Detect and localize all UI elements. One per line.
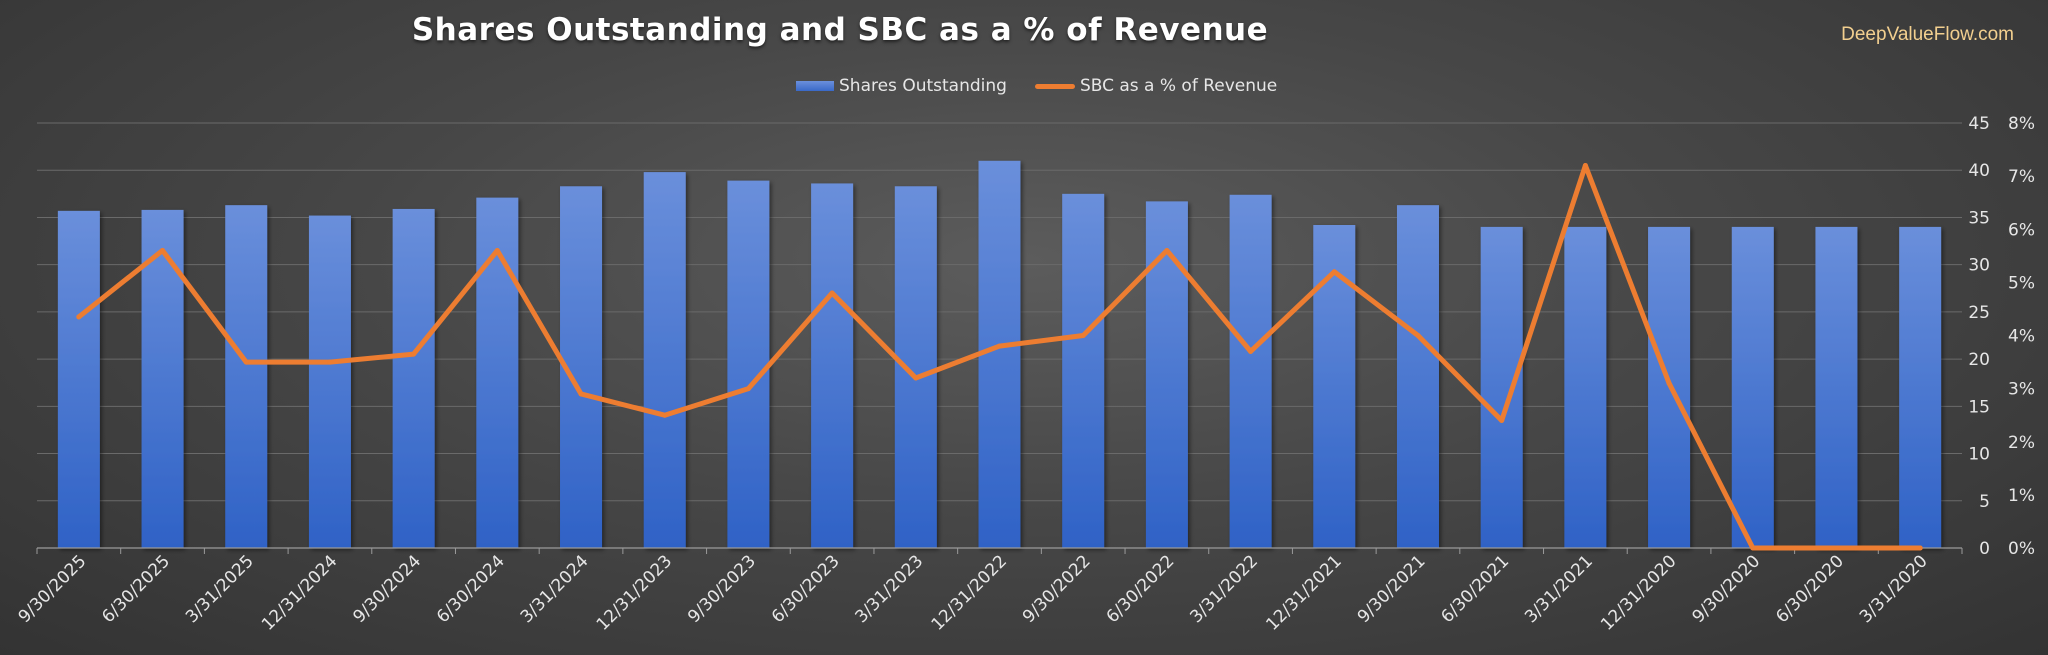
y-left-tick-label: 10 <box>1968 445 1990 465</box>
y-right-tick-label: 1% <box>2008 486 2035 506</box>
legend-item-sbc: SBC as a % of Revenue <box>1034 76 1278 96</box>
point-sbc-pct-revenue <box>1666 380 1672 386</box>
x-tick-label: 3/31/2021 <box>1521 551 1597 627</box>
bar-shares-outstanding <box>308 215 351 549</box>
y-left-tick-label: 15 <box>1968 397 1990 417</box>
bar-shares-outstanding <box>1564 226 1607 548</box>
y-right-tick-label: 3% <box>2008 380 2035 400</box>
bar-shares-outstanding <box>1313 225 1356 548</box>
y-right-tick-label: 2% <box>2008 433 2035 453</box>
x-tick-label: 12/31/2024 <box>258 551 341 634</box>
legend-swatch-shares <box>796 81 834 91</box>
x-tick-label: 12/31/2022 <box>928 551 1011 634</box>
legend-label-shares: Shares Outstanding <box>839 76 1007 96</box>
y-left-tick-label: 40 <box>1968 161 1990 181</box>
x-tick-label: 12/31/2020 <box>1597 551 1680 634</box>
x-tick-label: 9/30/2023 <box>684 551 760 627</box>
point-sbc-pct-revenue <box>1164 248 1170 253</box>
bar-shares-outstanding <box>1396 205 1439 548</box>
bar-shares-outstanding <box>727 180 770 548</box>
y-left-tick-label: 45 <box>1968 114 1990 134</box>
y-left-tick-label: 20 <box>1968 350 1990 370</box>
y-right-tick-label: 0% <box>2008 539 2035 559</box>
x-tick-label: 9/30/2025 <box>15 551 91 627</box>
point-sbc-pct-revenue <box>997 343 1002 349</box>
x-tick-label: 3/31/2023 <box>852 551 928 627</box>
point-sbc-pct-revenue <box>494 248 500 253</box>
y-right-tick-label: 6% <box>2008 220 2035 240</box>
bar-shares-outstanding <box>476 197 519 548</box>
x-tick-label: 6/30/2021 <box>1437 551 1513 627</box>
watermark: DeepValueFlow.com <box>1841 24 2014 45</box>
x-tick-label: 6/30/2025 <box>98 551 174 627</box>
bar-shares-outstanding <box>1229 194 1272 548</box>
y-right-tick-label: 5% <box>2008 273 2035 293</box>
bar-shares-outstanding <box>57 210 100 549</box>
x-tick-label: 9/30/2021 <box>1354 551 1430 627</box>
legend-label-sbc: SBC as a % of Revenue <box>1079 76 1278 96</box>
point-sbc-pct-revenue <box>243 359 249 365</box>
bar-shares-outstanding <box>978 160 1021 548</box>
x-tick-label: 6/30/2022 <box>1103 551 1179 627</box>
y-left-tick-label: 0 <box>1979 539 1990 559</box>
y-right-tick-label: 7% <box>2008 167 2035 187</box>
point-sbc-pct-revenue <box>1080 333 1086 338</box>
x-tick-label: 9/30/2022 <box>1019 551 1095 627</box>
bar-shares-outstanding <box>894 186 937 548</box>
point-sbc-pct-revenue <box>160 248 166 253</box>
x-tick-label: 6/30/2020 <box>1772 551 1848 627</box>
bar-shares-outstanding <box>1145 201 1188 548</box>
legend-swatch-sbc <box>1034 83 1075 89</box>
point-sbc-pct-revenue <box>1750 545 1756 551</box>
chart-title: Shares Outstanding and SBC as a % of Rev… <box>411 12 1269 48</box>
point-sbc-pct-revenue <box>1917 545 1923 551</box>
legend: Shares Outstanding SBC as a % of Revenue <box>796 74 1305 98</box>
x-tick-label: 9/30/2020 <box>1689 551 1765 627</box>
x-tick-label: 3/31/2024 <box>517 551 593 627</box>
y-left-tick-label: 5 <box>1979 492 1990 512</box>
point-sbc-pct-revenue <box>1499 418 1505 423</box>
point-sbc-pct-revenue <box>1833 545 1839 551</box>
point-sbc-pct-revenue <box>1415 333 1421 338</box>
point-sbc-pct-revenue <box>745 386 751 392</box>
bar-shares-outstanding <box>811 183 854 548</box>
y-left-tick-label: 30 <box>1968 256 1990 276</box>
x-tick-label: 6/30/2023 <box>768 551 844 627</box>
bar-shares-outstanding <box>643 172 686 548</box>
y-left-tick-label: 25 <box>1968 303 1990 323</box>
y-right-tick-label: 4% <box>2008 327 2035 347</box>
point-sbc-pct-revenue <box>913 375 919 381</box>
bar-shares-outstanding <box>225 205 268 548</box>
y-left-tick-label: 35 <box>1968 208 1990 228</box>
bar-shares-outstanding <box>1815 226 1858 548</box>
point-sbc-pct-revenue <box>327 359 333 365</box>
point-sbc-pct-revenue <box>76 314 82 320</box>
point-sbc-pct-revenue <box>411 351 417 357</box>
bar-shares-outstanding <box>1899 226 1942 548</box>
x-tick-label: 12/31/2021 <box>1262 551 1345 634</box>
point-sbc-pct-revenue <box>829 290 835 296</box>
x-tick-label: 9/30/2024 <box>349 551 425 627</box>
bar-shares-outstanding <box>392 208 435 548</box>
legend-item-shares: Shares Outstanding <box>796 76 1007 96</box>
bar-shares-outstanding <box>1062 193 1105 549</box>
point-sbc-pct-revenue <box>1331 269 1337 275</box>
bar-shares-outstanding <box>1480 226 1523 548</box>
point-sbc-pct-revenue <box>578 391 584 397</box>
x-tick-label: 3/31/2020 <box>1856 551 1932 627</box>
x-tick-label: 3/31/2022 <box>1186 551 1262 627</box>
point-sbc-pct-revenue <box>1582 163 1588 168</box>
point-sbc-pct-revenue <box>1248 348 1254 354</box>
x-tick-label: 3/31/2025 <box>182 551 258 627</box>
y-right-tick-label: 8% <box>2008 114 2035 134</box>
x-tick-label: 6/30/2024 <box>433 551 509 627</box>
point-sbc-pct-revenue <box>662 412 668 418</box>
x-tick-label: 12/31/2023 <box>593 551 676 634</box>
bar-shares-outstanding <box>1731 226 1774 548</box>
